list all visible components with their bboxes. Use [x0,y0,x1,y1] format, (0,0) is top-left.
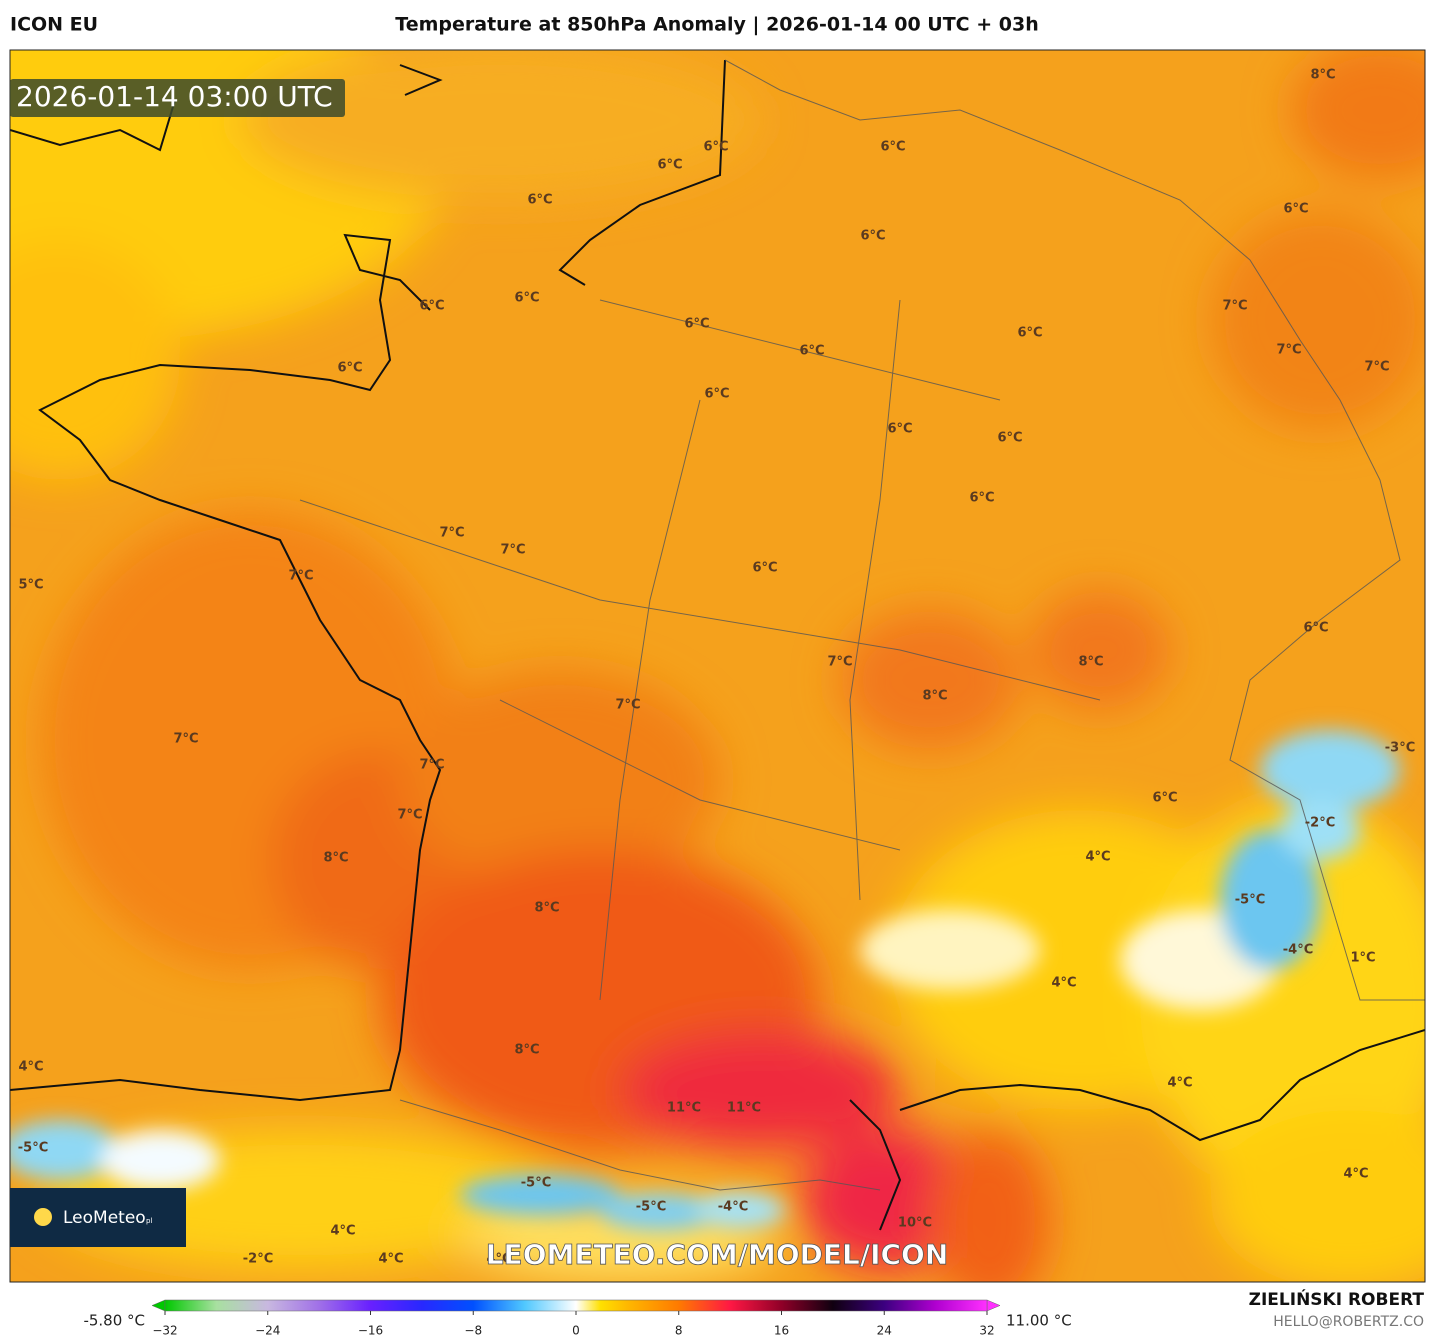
contour-label: -5°C [1235,893,1265,908]
timestamp: 2026-01-14 03:00 UTC [16,80,333,113]
contour-label: 8°C [922,689,947,704]
colorbar-tick-label: 24 [877,1324,892,1338]
contour-label: 7°C [419,758,444,773]
contour-label: 6°C [704,387,729,402]
colorbar-min-arrow [151,1299,166,1312]
timestamp-box [10,79,345,117]
contour-label: -5°C [521,1176,551,1191]
contour-label: 1°C [1350,951,1375,966]
colorbar-min: -5.80 °C [83,1312,145,1330]
contour-label: -3°C [1385,741,1415,756]
contour-label: 6°C [514,291,539,306]
contour-label: 6°C [997,431,1022,446]
email: HELLO@ROBERTZ.CO [1273,1314,1424,1330]
colorbar-tick-label: 0 [572,1324,580,1338]
contour-label: 6°C [969,491,994,506]
contour-label: 6°C [419,299,444,314]
contour-label: 6°C [1283,202,1308,217]
contour-label: -5°C [18,1141,48,1156]
colorbar-tick-label: −16 [358,1324,383,1338]
contour-labels: 6°C 6°C 6°C 8°C 6°C 6°C 6°C 6°C 6°C 6°C 7°C 6°C 6°C 7… [18,68,1415,1267]
contour-label: 11°C [667,1101,701,1116]
contour-label: 4°C [1167,1076,1192,1091]
model-name: ICON EU [10,14,98,36]
contour-label: 7°C [173,732,198,747]
contour-label: 6°C [1017,326,1042,341]
contour-label: 5°C [18,578,43,593]
contour-label: 8°C [514,1043,539,1058]
author: ZIELIŃSKI ROBERT [1249,1288,1425,1310]
contour-label: 7°C [439,526,464,541]
contour-label: 4°C [18,1060,43,1075]
colorbar: −32 −24 −16 −8 0 8 16 24 32 [151,1299,1001,1338]
contour-label: 4°C [486,1252,511,1267]
watermark: LEOMETEO.COM/MODEL/ICON [486,1238,949,1271]
colorbar-tick-label: −24 [255,1324,280,1338]
contour-label: -4°C [1283,943,1313,958]
colorbar-bar [164,1299,988,1312]
contour-label: 7°C [827,655,852,670]
contour-label: 7°C [615,698,640,713]
contour-label: 4°C [330,1224,355,1239]
contour-label: 6°C [703,140,728,155]
contour-label: 7°C [397,808,422,823]
contour-label: 10°C [898,1216,932,1231]
contour-label: 7°C [288,569,313,584]
colorbar-tick-label: 32 [979,1324,994,1338]
contour-label: 6°C [860,229,885,244]
contour-label: 6°C [887,422,912,437]
contour-label: 6°C [880,140,905,155]
logo-text: LeoMeteo [63,1208,146,1228]
contour-label: 8°C [323,851,348,866]
colorbar-tick-label: 16 [774,1324,789,1338]
contour-label: -4°C [718,1200,748,1215]
colorbar-max: 11.00 °C [1006,1312,1072,1330]
contour-label: 7°C [1276,343,1301,358]
map-frame [9,49,1426,1283]
contour-label: 8°C [1078,655,1103,670]
contour-label: 11°C [727,1101,761,1116]
contour-label: -2°C [243,1252,273,1267]
contour-label: 8°C [534,901,559,916]
contour-label: 7°C [1364,360,1389,375]
contour-label: 6°C [1152,791,1177,806]
contour-label: 6°C [1303,621,1328,636]
colorbar-max-arrow [986,1299,1001,1312]
contour-label: -5°C [636,1200,666,1215]
contour-label: -2°C [1305,816,1335,831]
contour-label: 6°C [799,344,824,359]
colorbar-tick-label: −32 [152,1324,177,1338]
contour-label: 8°C [1310,68,1335,83]
contour-label: 6°C [684,317,709,332]
contour-label: 6°C [527,193,552,208]
map [10,50,1425,1282]
logo-suffix: pl [146,1217,152,1225]
contour-label: 4°C [1085,850,1110,865]
logo-sun [34,1208,52,1226]
contour-label: 7°C [500,543,525,558]
contour-label: 4°C [1051,976,1076,991]
colorbar-tick-label: 8 [675,1324,683,1338]
colorbar-tick-label: −8 [464,1324,482,1338]
contour-label: 6°C [657,158,682,173]
contour-label: 7°C [1222,299,1247,314]
map-title: Temperature at 850hPa Anomaly | 2026-01-… [395,14,1038,36]
contour-label: 4°C [378,1252,403,1267]
contour-label: 4°C [1343,1167,1368,1182]
contour-label: 6°C [752,561,777,576]
contour-label: 6°C [337,361,362,376]
